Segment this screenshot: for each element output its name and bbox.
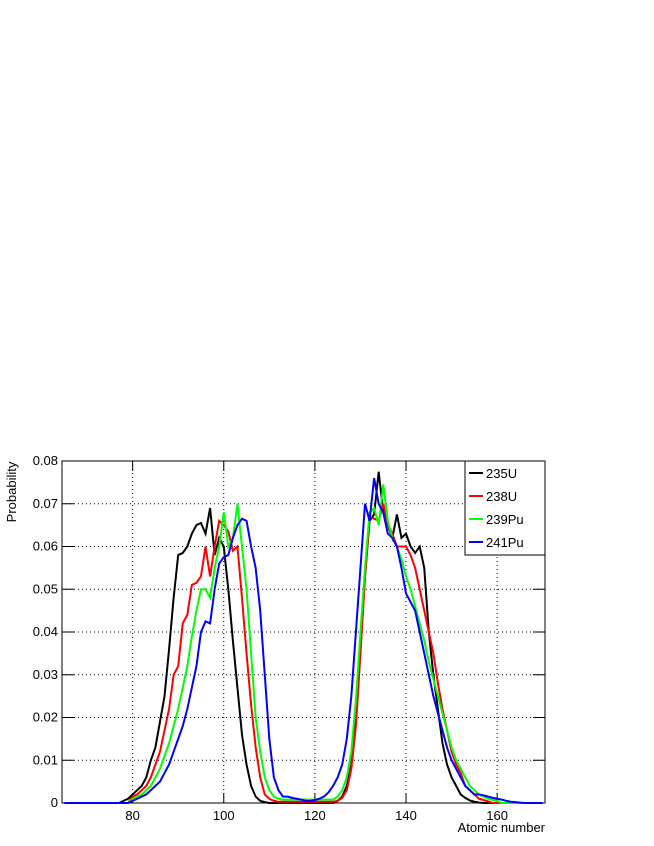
x-tick-label: 120 — [304, 808, 326, 823]
legend-label: 239Pu — [486, 512, 524, 527]
legend-label: 235U — [486, 466, 517, 481]
legend-label: 238U — [486, 489, 517, 504]
y-tick-label: 0.07 — [33, 496, 58, 511]
x-tick-label: 160 — [486, 808, 508, 823]
y-tick-label: 0.06 — [33, 539, 58, 554]
y-axis-label: Probability — [4, 461, 19, 522]
x-tick-label: 140 — [395, 808, 417, 823]
data-line — [64, 477, 543, 804]
y-tick-label: 0.05 — [33, 581, 58, 596]
y-tick-label: 0.02 — [33, 710, 58, 725]
x-tick-label: 100 — [213, 808, 235, 823]
data-line — [64, 503, 543, 804]
legend-label: 241Pu — [486, 535, 524, 550]
y-tick-label: 0 — [51, 795, 58, 810]
y-tick-label: 0.08 — [33, 453, 58, 468]
x-axis-label: Atomic number — [458, 820, 546, 835]
x-tick-label: 80 — [125, 808, 139, 823]
data-line — [64, 471, 543, 804]
y-tick-label: 0.04 — [33, 624, 58, 639]
y-tick-label: 0.03 — [33, 667, 58, 682]
y-tick-label: 0.01 — [33, 752, 58, 767]
legend-box — [464, 460, 546, 556]
